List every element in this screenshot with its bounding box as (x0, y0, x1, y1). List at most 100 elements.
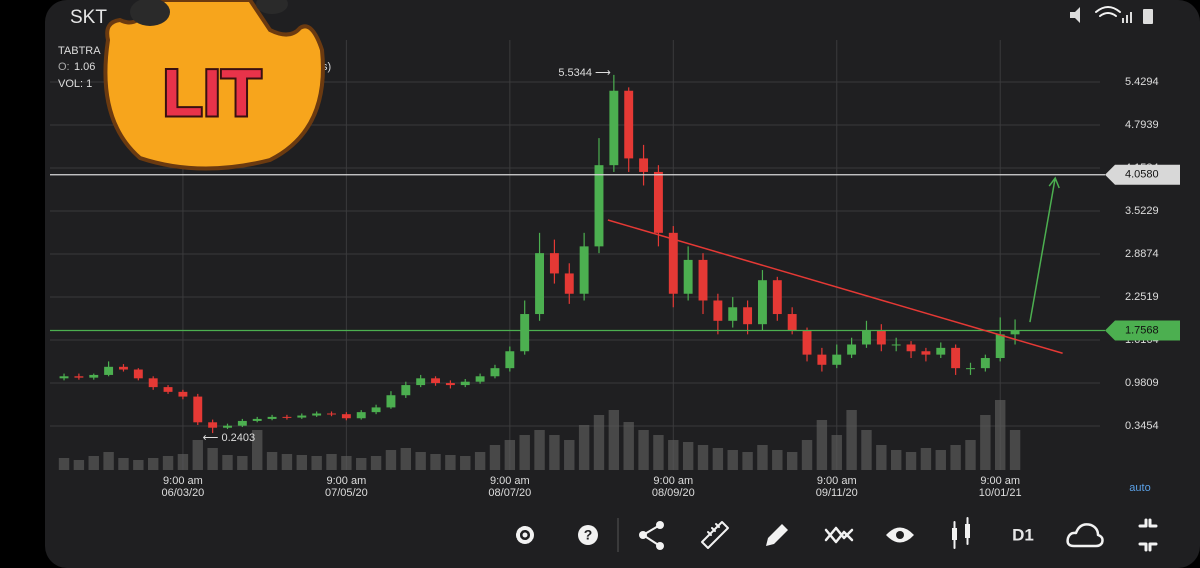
x-tick-label: 06/03/20 (161, 487, 204, 499)
candle-body (980, 358, 990, 369)
y-tick-label: 3.5229 (1125, 205, 1159, 217)
wifi-icon (1095, 6, 1121, 17)
volume-bar (415, 452, 426, 470)
candle-body (624, 90, 634, 159)
volume-bar (311, 456, 322, 470)
share-button[interactable] (639, 521, 664, 550)
candle-body (119, 366, 128, 370)
visibility-button[interactable] (886, 527, 914, 543)
volume-bar (296, 455, 307, 470)
signal-icon (1122, 18, 1124, 23)
candle-body (371, 407, 381, 413)
x-tick-label: 08/07/20 (488, 487, 531, 499)
help-button[interactable]: ? (578, 525, 598, 545)
volume-bar (668, 440, 679, 470)
lit-sticker: LIT (103, 0, 325, 171)
volume-bar (489, 445, 501, 470)
ruler-button[interactable] (701, 521, 729, 549)
candle-body (921, 351, 931, 355)
candle-body (282, 416, 292, 418)
candle-body (876, 330, 886, 345)
svg-text:?: ? (584, 527, 593, 543)
candle-body (148, 378, 158, 388)
volume-bar (772, 450, 783, 470)
candle-body (787, 314, 797, 331)
x-tick-time: 9:00 am (817, 475, 857, 487)
candle-body (1010, 330, 1020, 335)
candle-body (564, 273, 574, 294)
candle-body (460, 381, 470, 386)
open-value: 1.06 (74, 61, 95, 73)
volume-bar (103, 452, 114, 470)
candle-body (936, 347, 946, 355)
low-annotation: ⟵ 0.2403 (203, 432, 255, 444)
cloud-button[interactable] (1066, 523, 1104, 548)
volume-bar (207, 448, 218, 470)
flame (103, 0, 325, 171)
volume-bar (58, 458, 70, 470)
candle-body (549, 253, 559, 274)
candle-body (386, 395, 396, 408)
volume-bar (400, 448, 412, 470)
volume-bar (801, 440, 813, 470)
volume-bar (147, 458, 159, 470)
chart-type-button[interactable] (952, 517, 970, 549)
candle-body (832, 354, 842, 365)
candle-body (653, 171, 663, 233)
high-annotation: 5.5344 ⟶ (558, 67, 611, 79)
volume-bar (876, 445, 887, 470)
x-tick-label: 09/11/20 (816, 487, 858, 499)
price-level-label: 4.0580 (1125, 169, 1159, 181)
settings-button[interactable] (516, 526, 534, 544)
sticker-eye (256, 0, 288, 14)
volume-bar (623, 422, 634, 470)
volume-bar (237, 456, 248, 470)
candle-body (237, 420, 247, 426)
candle-body (594, 165, 604, 247)
candle-body (817, 354, 827, 365)
candle-body (178, 391, 188, 397)
volume-bar (890, 450, 902, 470)
volume-bar (370, 456, 382, 470)
candle-body (327, 413, 336, 415)
candle-body (223, 425, 232, 428)
volume-bar (593, 415, 605, 470)
volume-bar (356, 458, 367, 470)
volume-bar (326, 454, 337, 470)
candle-body (104, 366, 114, 375)
x-tick-time: 9:00 am (490, 475, 530, 487)
volume-bar (192, 440, 203, 470)
candle-body (668, 232, 678, 294)
volume-bar (846, 410, 857, 470)
candle-body (89, 374, 99, 378)
indicators-button[interactable] (824, 526, 854, 544)
volume-bar (88, 456, 99, 470)
draw-button[interactable] (766, 524, 788, 546)
volume-bar (281, 454, 293, 470)
candle-body (891, 344, 901, 346)
scale-mode[interactable]: auto (1129, 482, 1150, 494)
candle-body (757, 280, 767, 325)
volume-bar (519, 435, 530, 470)
volume-bar (682, 442, 694, 470)
x-tick-time: 9:00 am (980, 475, 1020, 487)
projection-arrow (1029, 177, 1056, 323)
candle-body (252, 418, 262, 421)
battery-icon (1143, 9, 1153, 24)
volume-bar (935, 450, 946, 470)
collapse-button[interactable] (1138, 518, 1158, 552)
volume-bar (504, 440, 516, 470)
timeframe-button[interactable]: D1 (1012, 525, 1034, 544)
sticker-text: LIT (163, 55, 262, 129)
volume-bar (712, 448, 724, 470)
open-label: O: (58, 61, 70, 73)
trendline (607, 219, 1063, 355)
x-tick-label: 08/09/20 (652, 487, 695, 499)
y-tick-label: 2.8874 (1125, 248, 1159, 260)
y-tick-label: 5.4294 (1125, 76, 1159, 88)
volume-bar (757, 445, 768, 470)
y-tick-label: 0.3454 (1125, 420, 1159, 432)
volume-bar (608, 410, 620, 470)
volume-bar (697, 445, 709, 470)
